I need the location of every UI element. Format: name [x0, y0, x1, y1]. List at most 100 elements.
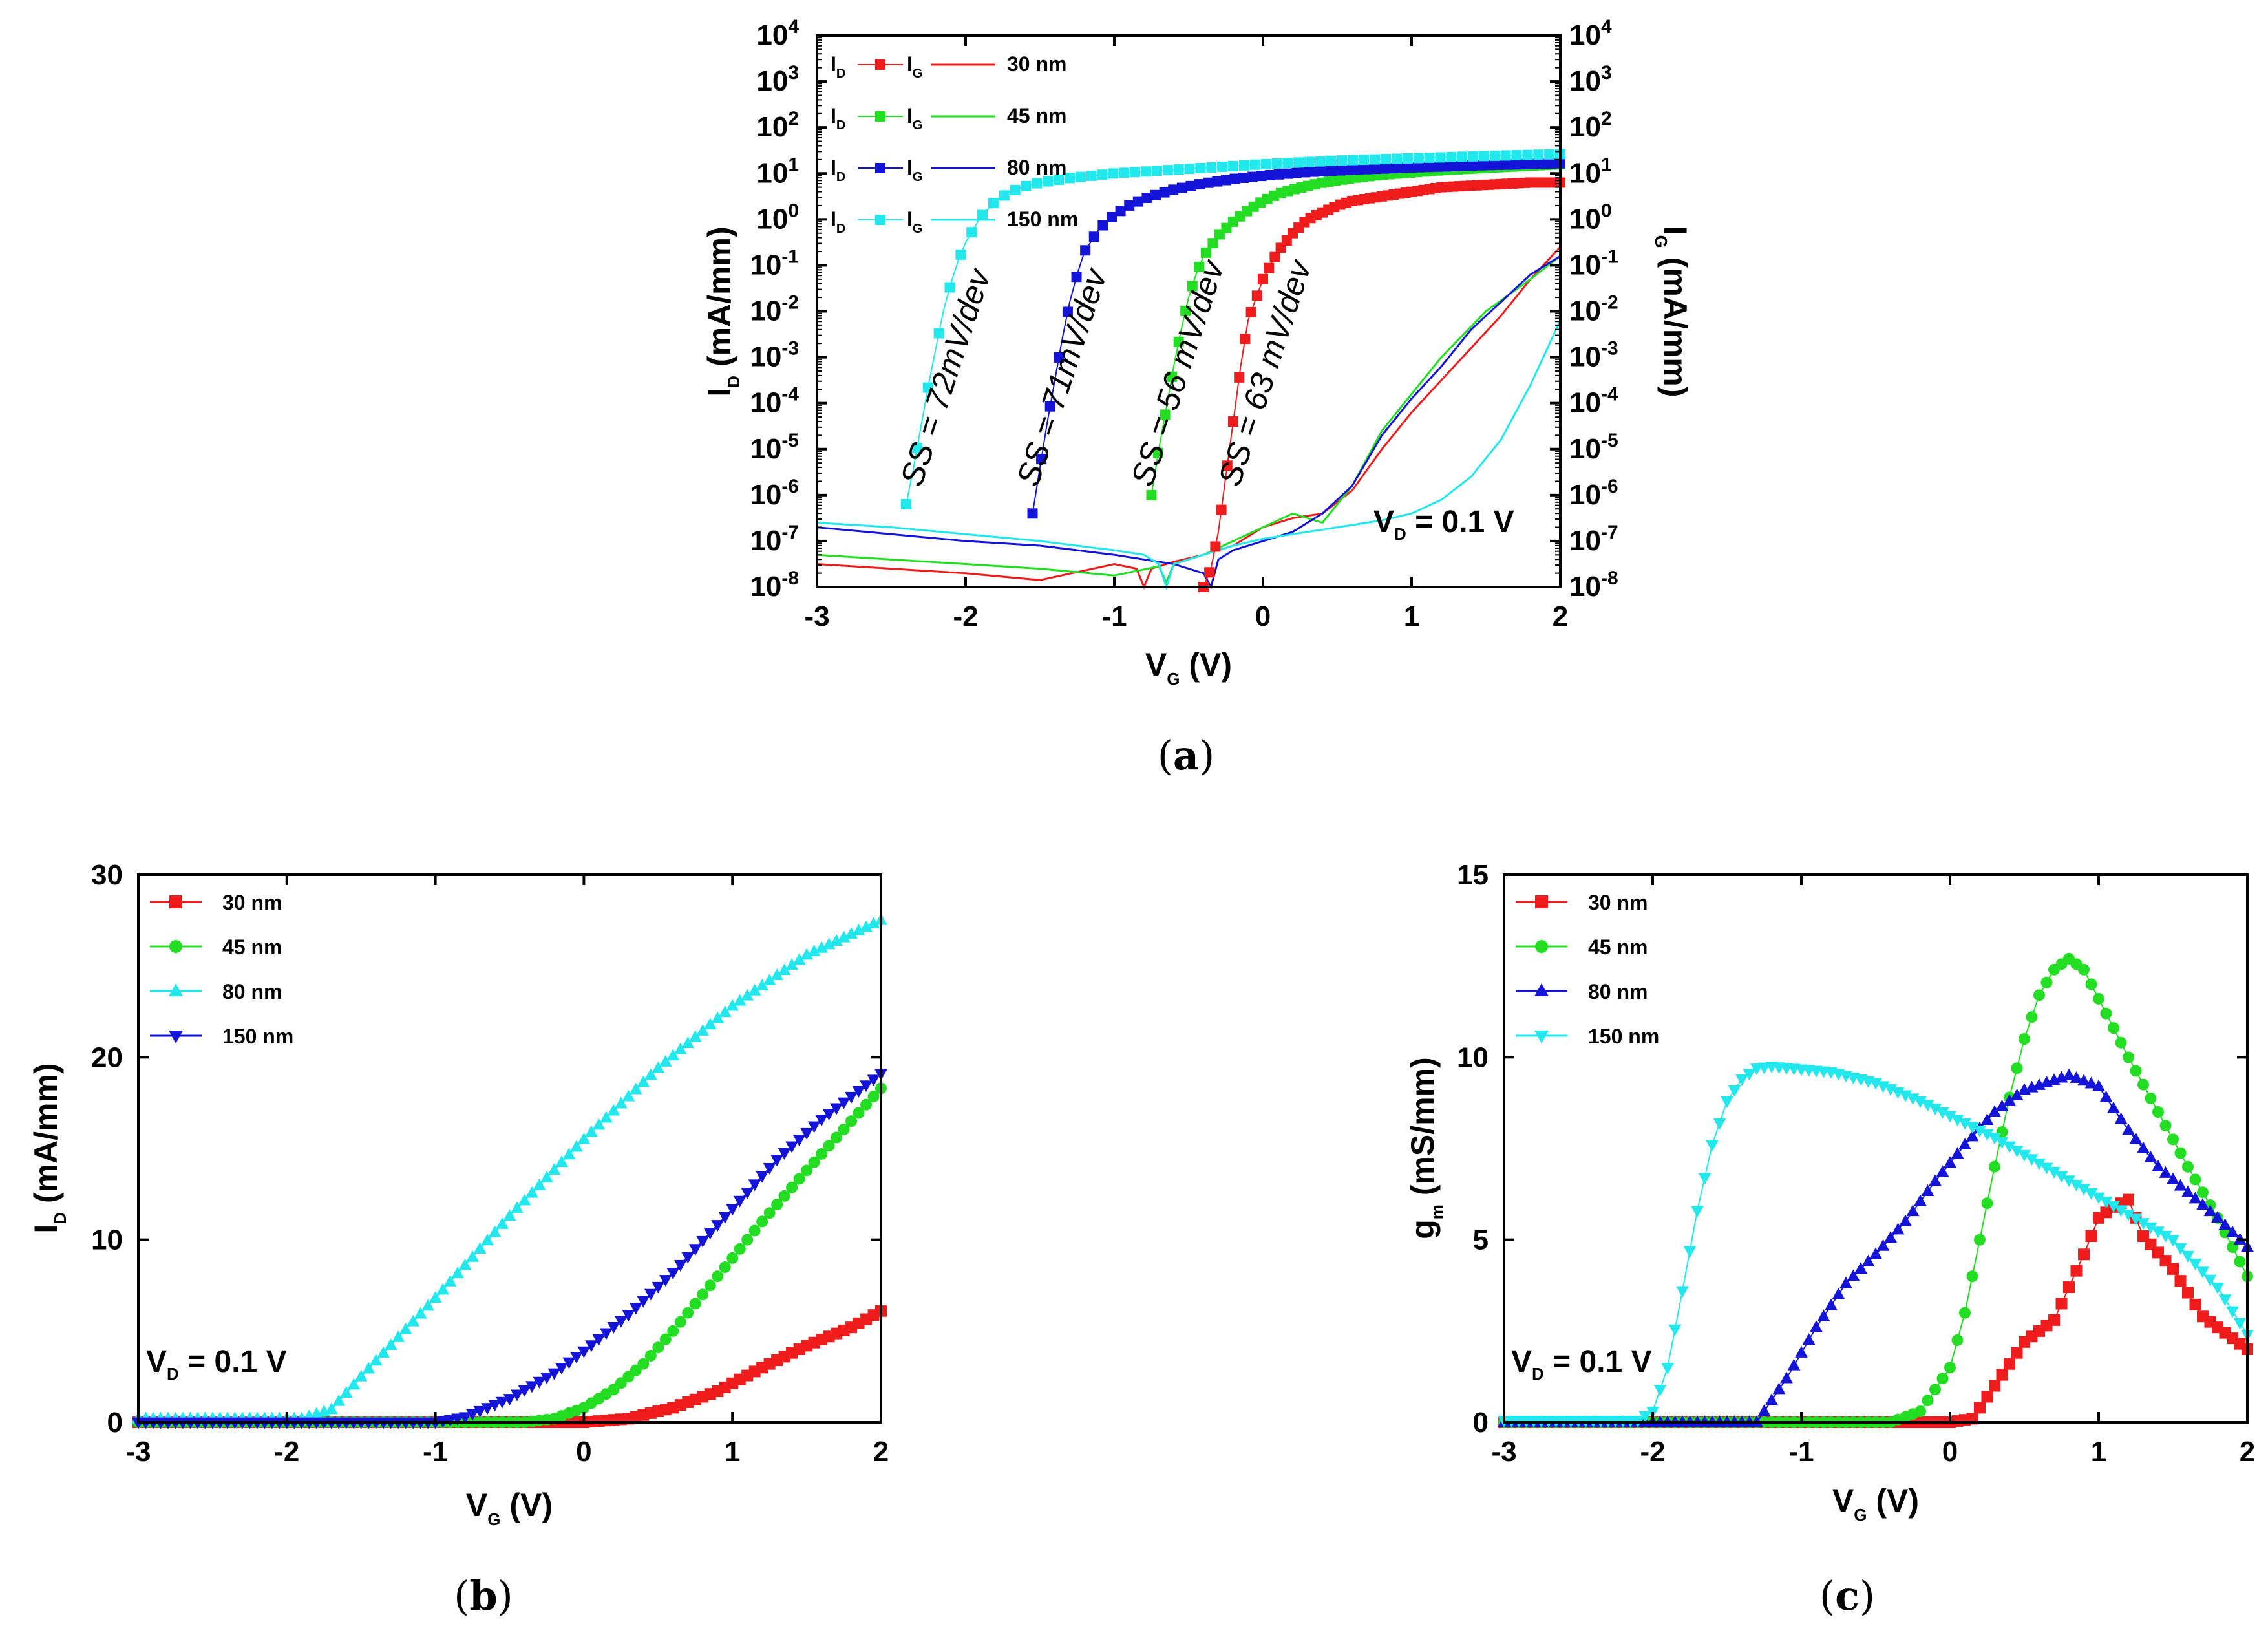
- id-marker-150nm: [1075, 171, 1086, 182]
- y-tick-label: 5: [1473, 1224, 1489, 1256]
- y-tick-label: 20: [91, 1042, 123, 1073]
- series-marker-45nm: [2152, 1106, 2164, 1118]
- series-marker-150nm: [2040, 1162, 2053, 1175]
- legend-ig-symbol-label: IG: [907, 156, 922, 184]
- series-marker-150nm: [2092, 1192, 2105, 1204]
- legend-marker: [169, 895, 182, 908]
- series-marker-150nm: [1929, 1104, 1942, 1116]
- series-marker-150nm: [741, 1188, 754, 1200]
- id-marker-80nm: [1088, 231, 1099, 242]
- series-marker-80nm: [696, 1023, 710, 1036]
- series-marker-45nm: [719, 1261, 731, 1274]
- y-tick-label: 101: [756, 154, 799, 189]
- id-marker-80nm: [1071, 272, 1082, 283]
- series-marker-150nm: [622, 1310, 635, 1322]
- series-marker-150nm: [681, 1252, 695, 1264]
- series-marker-80nm: [778, 963, 791, 976]
- series-marker-80nm: [562, 1148, 576, 1160]
- series-marker-80nm: [1951, 1147, 1964, 1159]
- series-marker-45nm: [763, 1207, 776, 1219]
- y-tick-label: 102: [756, 108, 799, 143]
- series-marker-80nm: [822, 937, 836, 950]
- id-marker-80nm: [1308, 166, 1319, 177]
- series-marker-30nm: [2085, 1230, 2097, 1243]
- ig-line-80nm: [816, 255, 1561, 590]
- series-marker-45nm: [1936, 1373, 1949, 1385]
- series-marker-80nm: [577, 1132, 591, 1144]
- series-marker-80nm: [659, 1054, 672, 1067]
- id-marker-150nm: [1468, 151, 1479, 162]
- series-marker-80nm: [681, 1036, 695, 1049]
- panel-c-plot-frame: [1503, 873, 2249, 1424]
- id-marker-45nm: [1180, 305, 1191, 316]
- id-marker-150nm: [1533, 149, 1544, 160]
- panel-a-legend: ID IG 30 nm ID IG 45 nm ID IG 80 nm ID IG 150 nm: [831, 52, 1078, 236]
- series-marker-150nm: [2084, 1188, 2098, 1201]
- series-marker-150nm: [2099, 1197, 2113, 1209]
- series-marker-80nm: [652, 1061, 665, 1073]
- id-marker-80nm: [1405, 162, 1416, 173]
- series-marker-150nm: [703, 1228, 717, 1240]
- series-marker-45nm: [1944, 1362, 1956, 1374]
- id-marker-150nm: [1522, 149, 1533, 160]
- x-tick-label: -2: [274, 1436, 299, 1468]
- id-marker-80nm: [1150, 189, 1161, 200]
- series-marker-150nm: [2167, 1235, 2179, 1247]
- series-marker-150nm: [2129, 1213, 2143, 1226]
- series-marker-80nm: [673, 1042, 687, 1054]
- series-marker-45nm: [1974, 1234, 1986, 1246]
- series-marker-80nm: [2144, 1150, 2157, 1162]
- series-marker-30nm: [1981, 1391, 1993, 1403]
- series-marker-80nm: [466, 1250, 479, 1262]
- series-marker-150nm: [2122, 1209, 2135, 1221]
- series-marker-150nm: [807, 1121, 821, 1133]
- series-marker-80nm: [1884, 1231, 1897, 1243]
- id-marker-45nm: [1146, 489, 1157, 500]
- series-marker-80nm: [496, 1217, 509, 1229]
- series-marker-80nm: [2099, 1090, 2113, 1102]
- series-marker-30nm: [2189, 1298, 2201, 1310]
- legend-id-marker: [875, 59, 885, 70]
- series-marker-150nm: [778, 1148, 791, 1160]
- series-marker-45nm: [2234, 1256, 2246, 1268]
- series-marker-80nm: [584, 1125, 598, 1137]
- id-marker-150nm: [1413, 153, 1424, 164]
- id-marker-80nm: [1203, 177, 1214, 188]
- series-marker-45nm: [2085, 978, 2097, 990]
- series-marker-80nm: [1854, 1262, 1867, 1274]
- id-marker-150nm: [999, 190, 1010, 201]
- series-line-30nm: [1504, 1199, 2248, 1423]
- series-marker-45nm: [734, 1243, 746, 1255]
- legend-entry-label: 150 nm: [1588, 1025, 1659, 1048]
- series-marker-150nm: [748, 1179, 761, 1192]
- id-marker-80nm: [1168, 184, 1179, 195]
- series-marker-80nm: [392, 1330, 405, 1342]
- series-marker-80nm: [443, 1274, 457, 1287]
- legend-ig-symbol-label: IG: [907, 52, 922, 81]
- panel-a-vd-annotation: VD = 0.1 V: [1373, 505, 1514, 544]
- series-marker-80nm: [688, 1030, 702, 1042]
- y-tick-label: 0: [107, 1407, 123, 1438]
- x-tick-label: -2: [1640, 1436, 1665, 1468]
- id-marker-150nm: [1282, 158, 1293, 169]
- panel-a-series-layer: [816, 149, 1565, 592]
- series-marker-45nm: [659, 1333, 672, 1345]
- series-marker-150nm: [2062, 1175, 2075, 1188]
- series-marker-80nm: [770, 968, 784, 981]
- series-marker-150nm: [1728, 1085, 1741, 1097]
- series-marker-150nm: [1706, 1140, 1719, 1152]
- series-marker-80nm: [2122, 1123, 2135, 1135]
- legend-id-symbol-label: ID: [831, 208, 845, 236]
- y2-tick-label: 101: [1569, 154, 1612, 189]
- id-marker-80nm: [1273, 169, 1284, 180]
- id-marker-150nm: [1446, 151, 1457, 162]
- series-marker-150nm: [2033, 1158, 2046, 1170]
- id-marker-150nm: [1500, 150, 1511, 161]
- series-marker-80nm: [511, 1201, 524, 1213]
- series-marker-80nm: [2226, 1225, 2239, 1237]
- series-marker-80nm: [599, 1111, 613, 1123]
- series-marker-45nm: [704, 1279, 716, 1292]
- series-marker-150nm: [763, 1162, 776, 1175]
- series-marker-150nm: [1958, 1118, 1971, 1130]
- id-marker-30nm: [1216, 504, 1227, 515]
